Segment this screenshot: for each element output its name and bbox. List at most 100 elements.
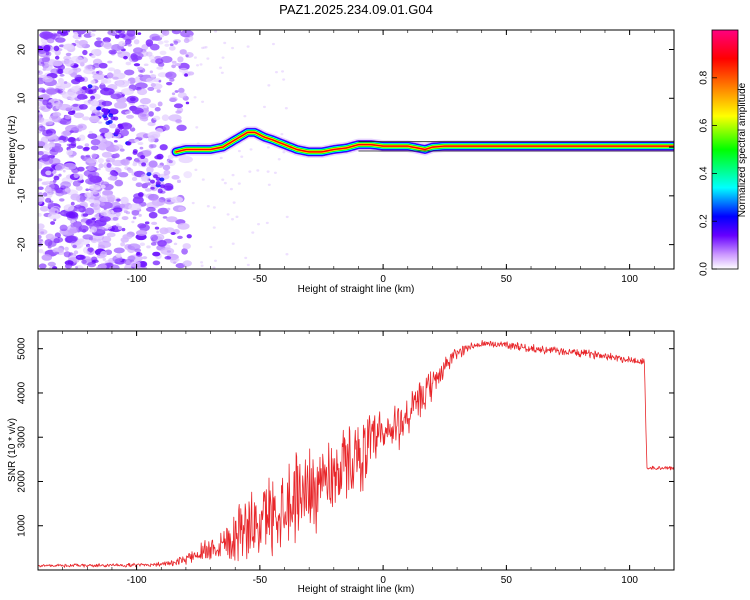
heatmap-cell [75,185,83,191]
heatmap-cell [126,95,139,104]
heatmap-cell [65,235,78,244]
heatmap-cell [67,136,76,143]
heatmap-cell-faint [282,78,286,81]
heatmap-cell [124,166,129,171]
heatmap-cell-faint [284,107,288,110]
spectrogram-ridge [170,126,674,158]
heatmap-cell [85,197,91,201]
heatmap-cell [38,127,42,130]
heatmap-cell [185,101,190,105]
heatmap-cell [184,73,189,77]
heatmap-cell-faint [212,226,216,229]
heatmap-cell [72,180,81,187]
heatmap-cell-faint [220,71,224,74]
heatmap-cell [102,257,106,261]
heatmap-cell [64,59,75,67]
heatmap-cell [158,80,162,83]
heatmap-cell [125,80,131,84]
heatmap-cell [100,87,115,96]
heatmap-cell [63,204,75,212]
heatmap-cell-faint [281,70,285,73]
heatmap-cell [38,115,42,121]
heatmap-cell [177,92,187,99]
heatmap-cell [154,226,160,230]
x-tick-label: -50 [253,575,268,586]
heatmap-cell [115,223,120,227]
heatmap-cell-faint [240,155,244,158]
y-tick-label: 0 [17,144,28,150]
heatmap-cell [134,86,142,91]
heatmap-cell-faint [237,182,241,185]
heatmap-cell [47,261,56,267]
heatmap-cell-faint [212,266,216,269]
heatmap-streak-cell [103,111,109,116]
heatmap-cell [75,254,86,261]
heatmap-cell-faint [285,215,289,219]
heatmap-cell [106,262,114,268]
heatmap-cell [134,139,140,143]
heatmap-cell [42,192,48,197]
heatmap-cell-faint [271,42,275,46]
heatmap-cell [137,192,144,197]
heatmap-cell [42,99,49,106]
heatmap-cell [126,114,134,119]
heatmap-cell [39,94,50,100]
heatmap-cell [137,141,144,146]
heatmap-cell [101,100,113,107]
heatmap-cell [139,146,144,150]
snr-frame [37,330,675,571]
heatmap-cell-faint [229,187,233,191]
heatmap-cell [42,129,53,137]
heatmap-cell [114,153,120,158]
heatmap-cell [162,164,171,171]
heatmap-cell [83,146,90,151]
heatmap-cell [51,143,56,148]
colorbar-tick-label: 0.0 [699,262,710,276]
heatmap-cell [38,197,43,205]
heatmap-cell [164,255,172,260]
heatmap-cell-faint [195,126,199,129]
heatmap-cell [74,39,79,44]
heatmap-cell [92,73,106,80]
heatmap-cell [121,207,127,211]
heatmap-cell-faint [204,46,208,49]
heatmap-cell-faint [274,70,278,74]
heatmap-cell-faint [280,132,284,136]
heatmap-cell-faint [273,171,277,174]
snr-background [38,331,674,570]
heatmap-streak-cell [87,84,93,89]
heatmap-cell [91,48,101,55]
heatmap-cell [126,30,136,37]
y-tick-label: 2000 [17,470,28,493]
heatmap-cell-faint [267,183,271,186]
heatmap-cell [87,31,92,34]
y-tick-label: 5000 [17,337,28,360]
heatmap-cell [168,45,176,51]
heatmap-cell [163,40,169,43]
heatmap-cell [164,227,175,234]
heatmap-cell [137,223,147,229]
heatmap-cell [114,179,124,187]
heatmap-cell-faint [232,201,236,204]
heatmap-cell-faint [200,261,204,264]
heatmap-streak-cell [105,120,111,125]
heatmap-cell [165,71,177,79]
heatmap-cell [148,160,158,168]
heatmap-cell [149,33,161,41]
heatmap-cell [146,166,154,174]
heatmap-cell [73,64,78,68]
heatmap-cell [157,40,164,45]
heatmap-cell-faint [251,231,255,234]
heatmap-cell [53,45,60,52]
heatmap-cell [131,262,141,268]
heatmap-cell [76,93,88,100]
heatmap-cell [107,67,116,72]
heatmap-cell-faint [193,56,197,59]
heatmap-cell [106,162,112,168]
heatmap-cell-faint [243,114,247,118]
heatmap-cell [147,121,156,127]
spectrogram-ylabel: Frequency (Hz) [7,116,18,185]
heatmap-streak-cell [146,172,152,177]
